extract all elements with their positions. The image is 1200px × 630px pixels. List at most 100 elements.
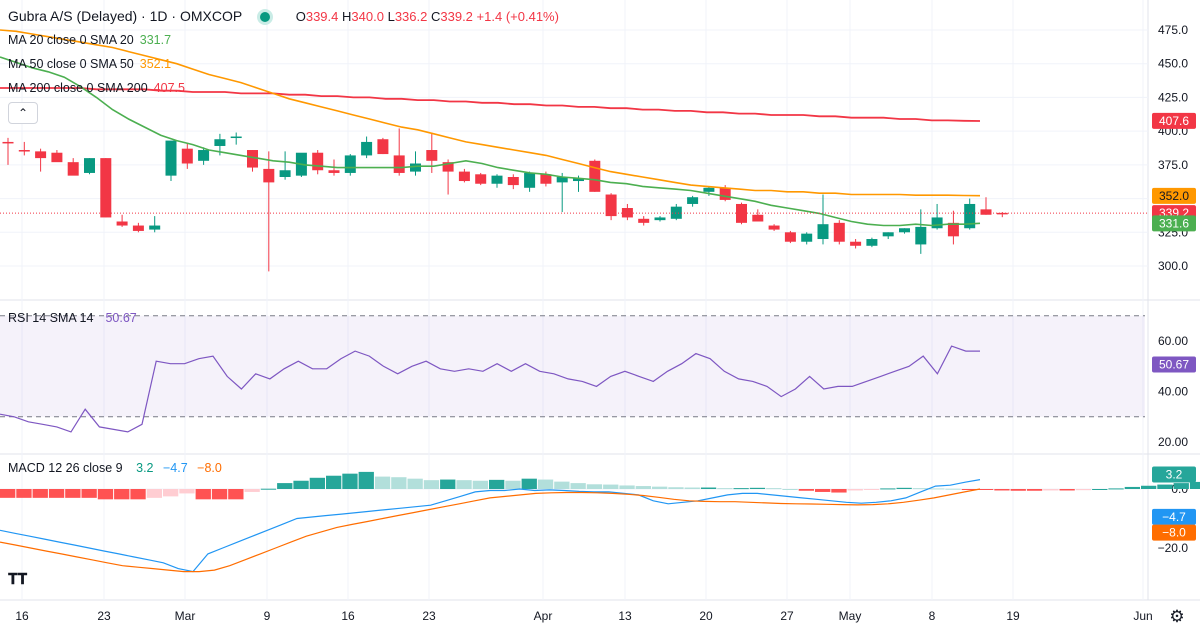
rsi-price-tag: 50.67 — [1159, 358, 1189, 372]
candle-body — [18, 150, 30, 152]
candle-body — [703, 187, 715, 192]
gear-icon[interactable]: ⚙ — [1169, 607, 1185, 627]
macd-tick-label: −20.0 — [1158, 541, 1189, 555]
time-tick-label: Apr — [534, 609, 553, 623]
time-tick-label: 19 — [1006, 609, 1020, 623]
symbol-title[interactable]: Gubra A/S (Delayed) · 1D · OMXCOP — [8, 8, 242, 24]
macd-histogram-bar — [1124, 486, 1140, 489]
candle-body — [84, 158, 95, 173]
macd-histogram-bar — [880, 488, 896, 490]
candle-body — [67, 162, 79, 176]
candle-body — [784, 232, 796, 242]
ma200-legend-label: MA 200 close 0 SMA 200 — [8, 81, 148, 95]
macd-histogram-bar — [831, 489, 847, 493]
candle-body — [410, 163, 421, 172]
macd-histogram-bar — [586, 484, 603, 489]
macd-histogram-bar — [1092, 489, 1108, 490]
tradingview-logo[interactable]: 𝐓𝐓 — [8, 570, 28, 588]
macd-histogram-bar — [423, 480, 440, 489]
collapse-legend-button[interactable]: ⌃ — [8, 102, 38, 124]
rsi-tick-label: 60.00 — [1158, 334, 1188, 348]
macd-histogram-bar — [798, 489, 814, 491]
macd-histogram-bar — [749, 487, 766, 489]
candle-body — [670, 206, 682, 219]
macd-histogram-bar — [1026, 489, 1043, 491]
macd-histogram-bar — [163, 489, 179, 497]
candle-body — [719, 187, 731, 200]
macd-histogram-bar — [570, 483, 586, 489]
candle-body — [947, 222, 959, 237]
candle-body — [377, 139, 389, 155]
ma50-price-tag-bg — [1152, 187, 1196, 204]
ma200-legend[interactable]: MA 200 close 0 SMA 200 407.5 — [8, 81, 185, 95]
macd-histogram-bar — [766, 488, 782, 490]
macd-histogram-bar — [260, 488, 277, 490]
close-value: 339.2 — [440, 9, 473, 24]
time-tick-label: May — [839, 609, 862, 623]
macd-histogram-bar — [733, 488, 749, 490]
candle-body — [230, 136, 242, 139]
candle-body — [654, 217, 666, 221]
macd-histogram-bar — [1075, 489, 1092, 491]
macd-histogram-bar — [228, 489, 244, 500]
macd-histogram-bar — [863, 489, 880, 490]
macd-histogram-bar — [537, 479, 554, 489]
macd-histogram-bar — [146, 489, 162, 498]
change-value: +1.4 (+0.41%) — [476, 9, 559, 24]
candle-body — [899, 228, 910, 233]
macd-histogram-bar — [912, 488, 929, 490]
candle-body — [35, 151, 47, 159]
time-tick-label: 13 — [618, 609, 632, 623]
symbol-header: Gubra A/S (Delayed) · 1D · OMXCOP O339.4… — [8, 8, 559, 24]
market-status-icon[interactable] — [259, 12, 270, 22]
candle-body — [524, 172, 536, 188]
macd-histogram-bar — [195, 489, 211, 500]
macd-hist-price-tag: 3.2 — [1166, 468, 1183, 482]
candle-body — [687, 197, 699, 204]
ma20-legend-label: MA 20 close 0 SMA 20 — [8, 33, 134, 47]
macd-histogram-bar — [1189, 481, 1200, 489]
ma200-price-tag-bg — [1152, 112, 1196, 129]
macd-signal-price-tag: −8.0 — [1162, 526, 1186, 540]
candle-body — [507, 176, 519, 186]
ma50-legend-label: MA 50 close 0 SMA 50 — [8, 57, 134, 71]
rsi-legend[interactable]: RSI 14 SMA 14 50.67 — [8, 311, 137, 325]
close-label: C — [430, 9, 441, 24]
time-tick-label: 20 — [699, 609, 713, 623]
macd-histogram-bar — [978, 489, 994, 490]
time-tick-label: 27 — [780, 609, 794, 623]
macd-histogram-bar — [309, 477, 325, 489]
candle-body — [344, 155, 356, 173]
macd-legend[interactable]: MACD 12 26 close 9 3.2 −4.7 −8.0 — [8, 461, 222, 475]
candle-body — [980, 209, 992, 215]
candle-body — [540, 174, 552, 184]
ma50-legend[interactable]: MA 50 close 0 SMA 50 352.1 — [8, 57, 171, 71]
high-value: 340.0 — [351, 9, 384, 24]
candle-body — [817, 224, 829, 240]
open-value: 339.4 — [305, 9, 339, 24]
time-tick-label: 16 — [341, 609, 355, 623]
macd-histogram-bar — [244, 489, 260, 492]
candle-body — [198, 150, 210, 161]
candle-body — [931, 217, 943, 229]
macd-histogram-bar — [961, 489, 977, 490]
macd-hist-value: 3.2 — [136, 461, 154, 475]
ma20-price-tag: 331.6 — [1159, 216, 1189, 230]
price-tick-label: 450.0 — [1158, 57, 1188, 71]
macd-histogram-bar — [782, 489, 798, 490]
ma20-legend-value: 331.7 — [139, 33, 172, 47]
candle-body — [833, 222, 845, 242]
ma20-legend[interactable]: MA 20 close 0 SMA 20 331.7 — [8, 33, 171, 47]
candle-body — [882, 232, 894, 237]
candle-body — [915, 226, 927, 245]
macd-histogram-bar — [391, 477, 407, 489]
macd-signal-value: −8.0 — [197, 461, 222, 475]
macd-histogram-bar — [994, 489, 1010, 491]
rsi-tick-label: 40.00 — [1158, 385, 1188, 399]
macd-legend-label: MACD 12 26 close 9 — [8, 461, 123, 475]
low-label: L — [387, 9, 395, 24]
time-tick-label: 8 — [929, 609, 936, 623]
macd-histogram-bar — [211, 489, 228, 500]
rsi-tick-label: 20.00 — [1158, 435, 1188, 449]
